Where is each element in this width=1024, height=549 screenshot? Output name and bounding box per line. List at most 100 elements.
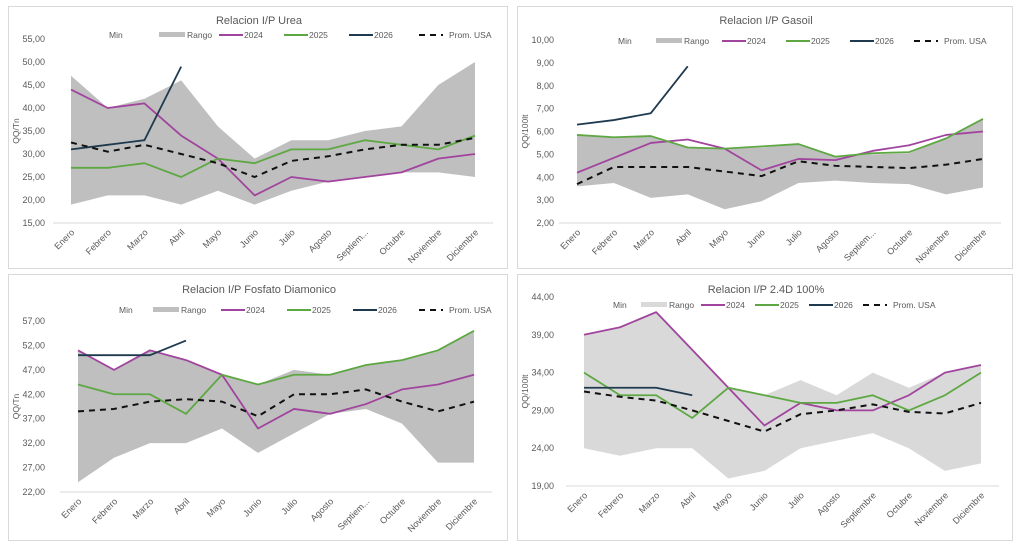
legend-label: Min bbox=[109, 30, 123, 40]
series-line-2024 bbox=[576, 130, 984, 174]
series-line-2026 bbox=[78, 339, 187, 357]
legend-item: 2025 bbox=[287, 305, 331, 315]
legend-item: Rango bbox=[159, 30, 212, 40]
x-tick-label: Noviembre bbox=[406, 227, 444, 265]
legend-label: 2026 bbox=[374, 30, 393, 40]
chart-gasoil: Relacion I/P Gasoil 2,00 3,00 4,00 5,00 6,00 7… bbox=[520, 15, 1001, 265]
x-tick-label: Junio bbox=[748, 490, 770, 512]
legend-item: 2024 bbox=[219, 30, 263, 40]
y-axis-label: QQ/100lt bbox=[520, 374, 530, 409]
legend-label: 2024 bbox=[244, 30, 263, 40]
chart-panel-d24: Relacion I/P 2.4D 100% 19,00 24,00 29,00 34,… bbox=[517, 274, 1013, 541]
legend-item: Rango bbox=[656, 36, 709, 46]
y-tick-label: 19,00 bbox=[531, 481, 554, 491]
legend-item: Prom. USA bbox=[419, 30, 492, 40]
legend-item: Prom. USA bbox=[419, 305, 492, 315]
x-tick-label: Abril bbox=[167, 227, 187, 247]
x-tick-label: Enero bbox=[52, 227, 76, 251]
legend-item: 2024 bbox=[221, 305, 265, 315]
legend-item: 2025 bbox=[786, 36, 830, 46]
x-tick-label: Octubre bbox=[885, 227, 915, 257]
series-line-2025 bbox=[71, 134, 476, 178]
y-tick-label: 42,00 bbox=[22, 389, 45, 399]
y-tick-label: 32,00 bbox=[22, 438, 45, 448]
y-tick-label: 57,00 bbox=[22, 316, 45, 326]
y-tick-label: 47,00 bbox=[22, 365, 45, 375]
series-line-2024 bbox=[77, 349, 475, 430]
series-line-2024 bbox=[583, 311, 982, 427]
legend-item: Prom. USA bbox=[863, 300, 936, 310]
legend-label: Min bbox=[618, 36, 632, 46]
y-tick-label: 50,00 bbox=[22, 57, 45, 67]
chart-title: Relacion I/P 2.4D 100% bbox=[708, 284, 825, 296]
y-tick-label: 4,00 bbox=[536, 172, 554, 182]
x-tick-label: Febrero bbox=[590, 227, 619, 256]
x-tick-label: Octubre bbox=[378, 496, 408, 526]
x-tick-label: Enero bbox=[565, 490, 589, 514]
series-line-2026 bbox=[576, 65, 689, 126]
legend-label: 2024 bbox=[726, 300, 745, 310]
x-tick-label: Marzo bbox=[125, 227, 150, 252]
legend-label: Rango bbox=[181, 305, 206, 315]
y-tick-label: 44,00 bbox=[531, 292, 554, 302]
chart-panel-fosfato: Relacion I/P Fosfato Diamonico 22,00 27,00… bbox=[8, 274, 508, 541]
chart-panel-urea: Relacion I/P Urea 15,00 20,00 25,00 30,00 35,… bbox=[8, 6, 508, 269]
series-line-2026 bbox=[70, 66, 182, 151]
legend-label: 2024 bbox=[246, 305, 265, 315]
x-tick-label: Mayo bbox=[707, 227, 730, 250]
legend-swatch-range bbox=[641, 302, 667, 307]
y-tick-label: 52,00 bbox=[22, 340, 45, 350]
series-line-2025 bbox=[576, 118, 984, 158]
x-tick-label: Noviembre bbox=[912, 490, 950, 528]
series-line-2026 bbox=[584, 386, 693, 397]
legend-item: Min bbox=[613, 300, 627, 310]
chart-legend: Min Rango 2024 2025 2026 Prom. USA bbox=[109, 30, 492, 40]
series-line-prom-usa bbox=[70, 136, 476, 178]
legend-label: Min bbox=[119, 305, 133, 315]
x-tick-label: Diciembre bbox=[951, 490, 987, 526]
legend-label: 2025 bbox=[309, 30, 328, 40]
legend-label: Prom. USA bbox=[449, 30, 492, 40]
chart-title: Relacion I/P Gasoil bbox=[719, 15, 812, 27]
legend-item: 2025 bbox=[755, 300, 799, 310]
y-axis-label: QQ/Tn bbox=[11, 118, 21, 144]
chart-title: Relacion I/P Urea bbox=[216, 15, 303, 27]
x-tick-label: Septiembre bbox=[839, 490, 879, 530]
y-tick-label: 27,00 bbox=[22, 463, 45, 473]
series-line-prom-usa bbox=[576, 157, 984, 186]
y-tick-label: 9,00 bbox=[536, 58, 554, 68]
x-tick-label: Marzo bbox=[637, 490, 662, 515]
y-tick-label: 3,00 bbox=[536, 195, 554, 205]
x-tick-label: Mayo bbox=[201, 227, 224, 250]
series-line-2025 bbox=[583, 371, 982, 419]
y-tick-label: 7,00 bbox=[536, 104, 554, 114]
chart-urea: Relacion I/P Urea 15,00 20,00 25,00 30,00 35,… bbox=[11, 15, 493, 265]
y-tick-label: 5,00 bbox=[536, 149, 554, 159]
y-tick-label: 37,00 bbox=[22, 414, 45, 424]
y-axis-label: QQ/100lt bbox=[520, 114, 530, 149]
chart-fosfato: Relacion I/P Fosfato Diamonico 22,00 27,00… bbox=[11, 284, 492, 534]
x-tick-label: Junio bbox=[241, 496, 263, 518]
y-tick-label: 24,00 bbox=[531, 443, 554, 453]
legend-item: Rango bbox=[641, 300, 694, 310]
y-axis-label: QQ/Tn bbox=[11, 393, 21, 419]
x-tick-label: Junio bbox=[238, 227, 260, 249]
x-tick-label: Septiem... bbox=[335, 227, 371, 263]
x-tick-label: Septiem... bbox=[842, 227, 878, 263]
chart-legend: Min Rango 2024 2025 2026 Prom. USA bbox=[119, 305, 492, 315]
x-tick-label: Noviembre bbox=[914, 227, 952, 265]
x-tick-label: Octubre bbox=[377, 227, 407, 257]
legend-item: 2026 bbox=[349, 30, 393, 40]
y-tick-label: 39,00 bbox=[531, 330, 554, 340]
legend-swatch-range bbox=[159, 32, 185, 37]
x-tick-label: Agosto bbox=[814, 227, 841, 254]
x-tick-label: Marzo bbox=[131, 496, 156, 521]
x-tick-label: Agosto bbox=[307, 227, 334, 254]
x-tick-label: Diciembre bbox=[953, 227, 989, 263]
legend-item: 2025 bbox=[284, 30, 328, 40]
legend-label: 2026 bbox=[834, 300, 853, 310]
legend-item: 2026 bbox=[809, 300, 853, 310]
range-area bbox=[71, 62, 475, 205]
legend-item: 2026 bbox=[850, 36, 894, 46]
series-line-2024 bbox=[70, 88, 476, 197]
